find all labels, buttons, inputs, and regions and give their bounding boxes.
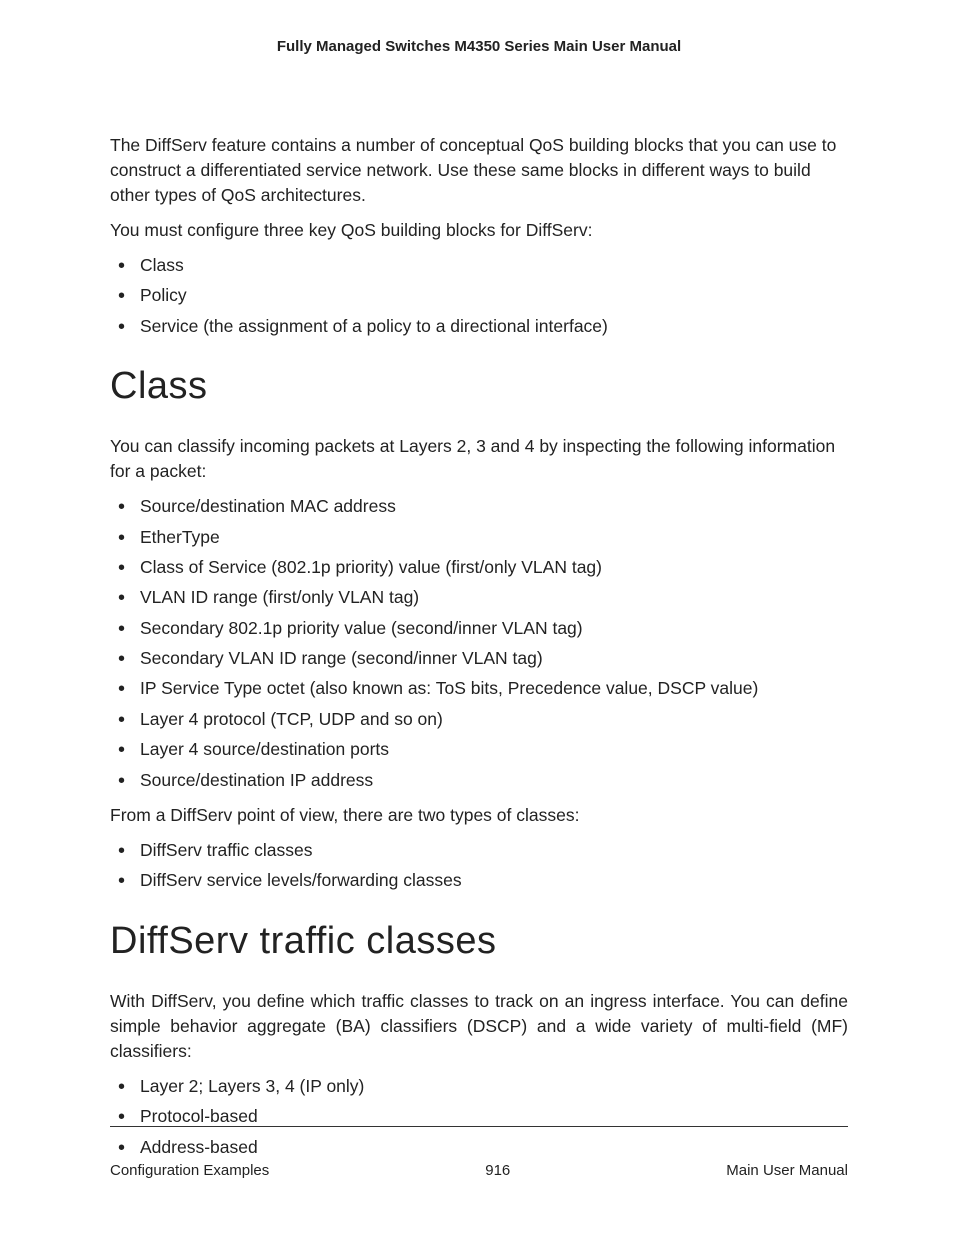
class-intro-paragraph: You can classify incoming packets at Lay… — [110, 434, 848, 484]
list-item: Policy — [110, 283, 848, 308]
list-item: Class of Service (802.1p priority) value… — [110, 555, 848, 580]
page-container: Fully Managed Switches M4350 Series Main… — [0, 0, 954, 1235]
list-item: Source/destination MAC address — [110, 494, 848, 519]
list-item: Layer 4 source/destination ports — [110, 737, 848, 762]
class-items-list: Source/destination MAC address EtherType… — [110, 494, 848, 793]
list-item: Class — [110, 253, 848, 278]
list-item: Secondary VLAN ID range (second/inner VL… — [110, 646, 848, 671]
list-item: IP Service Type octet (also known as: To… — [110, 676, 848, 701]
footer-rule — [110, 1126, 848, 1127]
list-item: Secondary 802.1p priority value (second/… — [110, 616, 848, 641]
list-item: EtherType — [110, 525, 848, 550]
footer-right: Main User Manual — [726, 1162, 848, 1179]
footer-page-number: 916 — [485, 1162, 510, 1179]
building-blocks-list: Class Policy Service (the assignment of … — [110, 253, 848, 339]
traffic-intro-paragraph: With DiffServ, you define which traffic … — [110, 989, 848, 1064]
must-configure-paragraph: You must configure three key QoS buildin… — [110, 218, 848, 243]
list-item: Source/destination IP address — [110, 768, 848, 793]
intro-paragraph: The DiffServ feature contains a number o… — [110, 133, 848, 208]
document-header: Fully Managed Switches M4350 Series Main… — [110, 38, 848, 55]
class-types-paragraph: From a DiffServ point of view, there are… — [110, 803, 848, 828]
section-heading-class: Class — [110, 365, 848, 408]
list-item: Service (the assignment of a policy to a… — [110, 314, 848, 339]
footer-left: Configuration Examples — [110, 1162, 269, 1179]
list-item: DiffServ service levels/forwarding class… — [110, 868, 848, 893]
list-item: DiffServ traffic classes — [110, 838, 848, 863]
list-item: VLAN ID range (first/only VLAN tag) — [110, 585, 848, 610]
list-item: Layer 2; Layers 3, 4 (IP only) — [110, 1074, 848, 1099]
class-types-list: DiffServ traffic classes DiffServ servic… — [110, 838, 848, 894]
footer-rule-container — [110, 1100, 848, 1143]
page-footer: Configuration Examples 916 Main User Man… — [110, 1162, 848, 1179]
list-item: Layer 4 protocol (TCP, UDP and so on) — [110, 707, 848, 732]
section-heading-traffic-classes: DiffServ traffic classes — [110, 920, 848, 963]
